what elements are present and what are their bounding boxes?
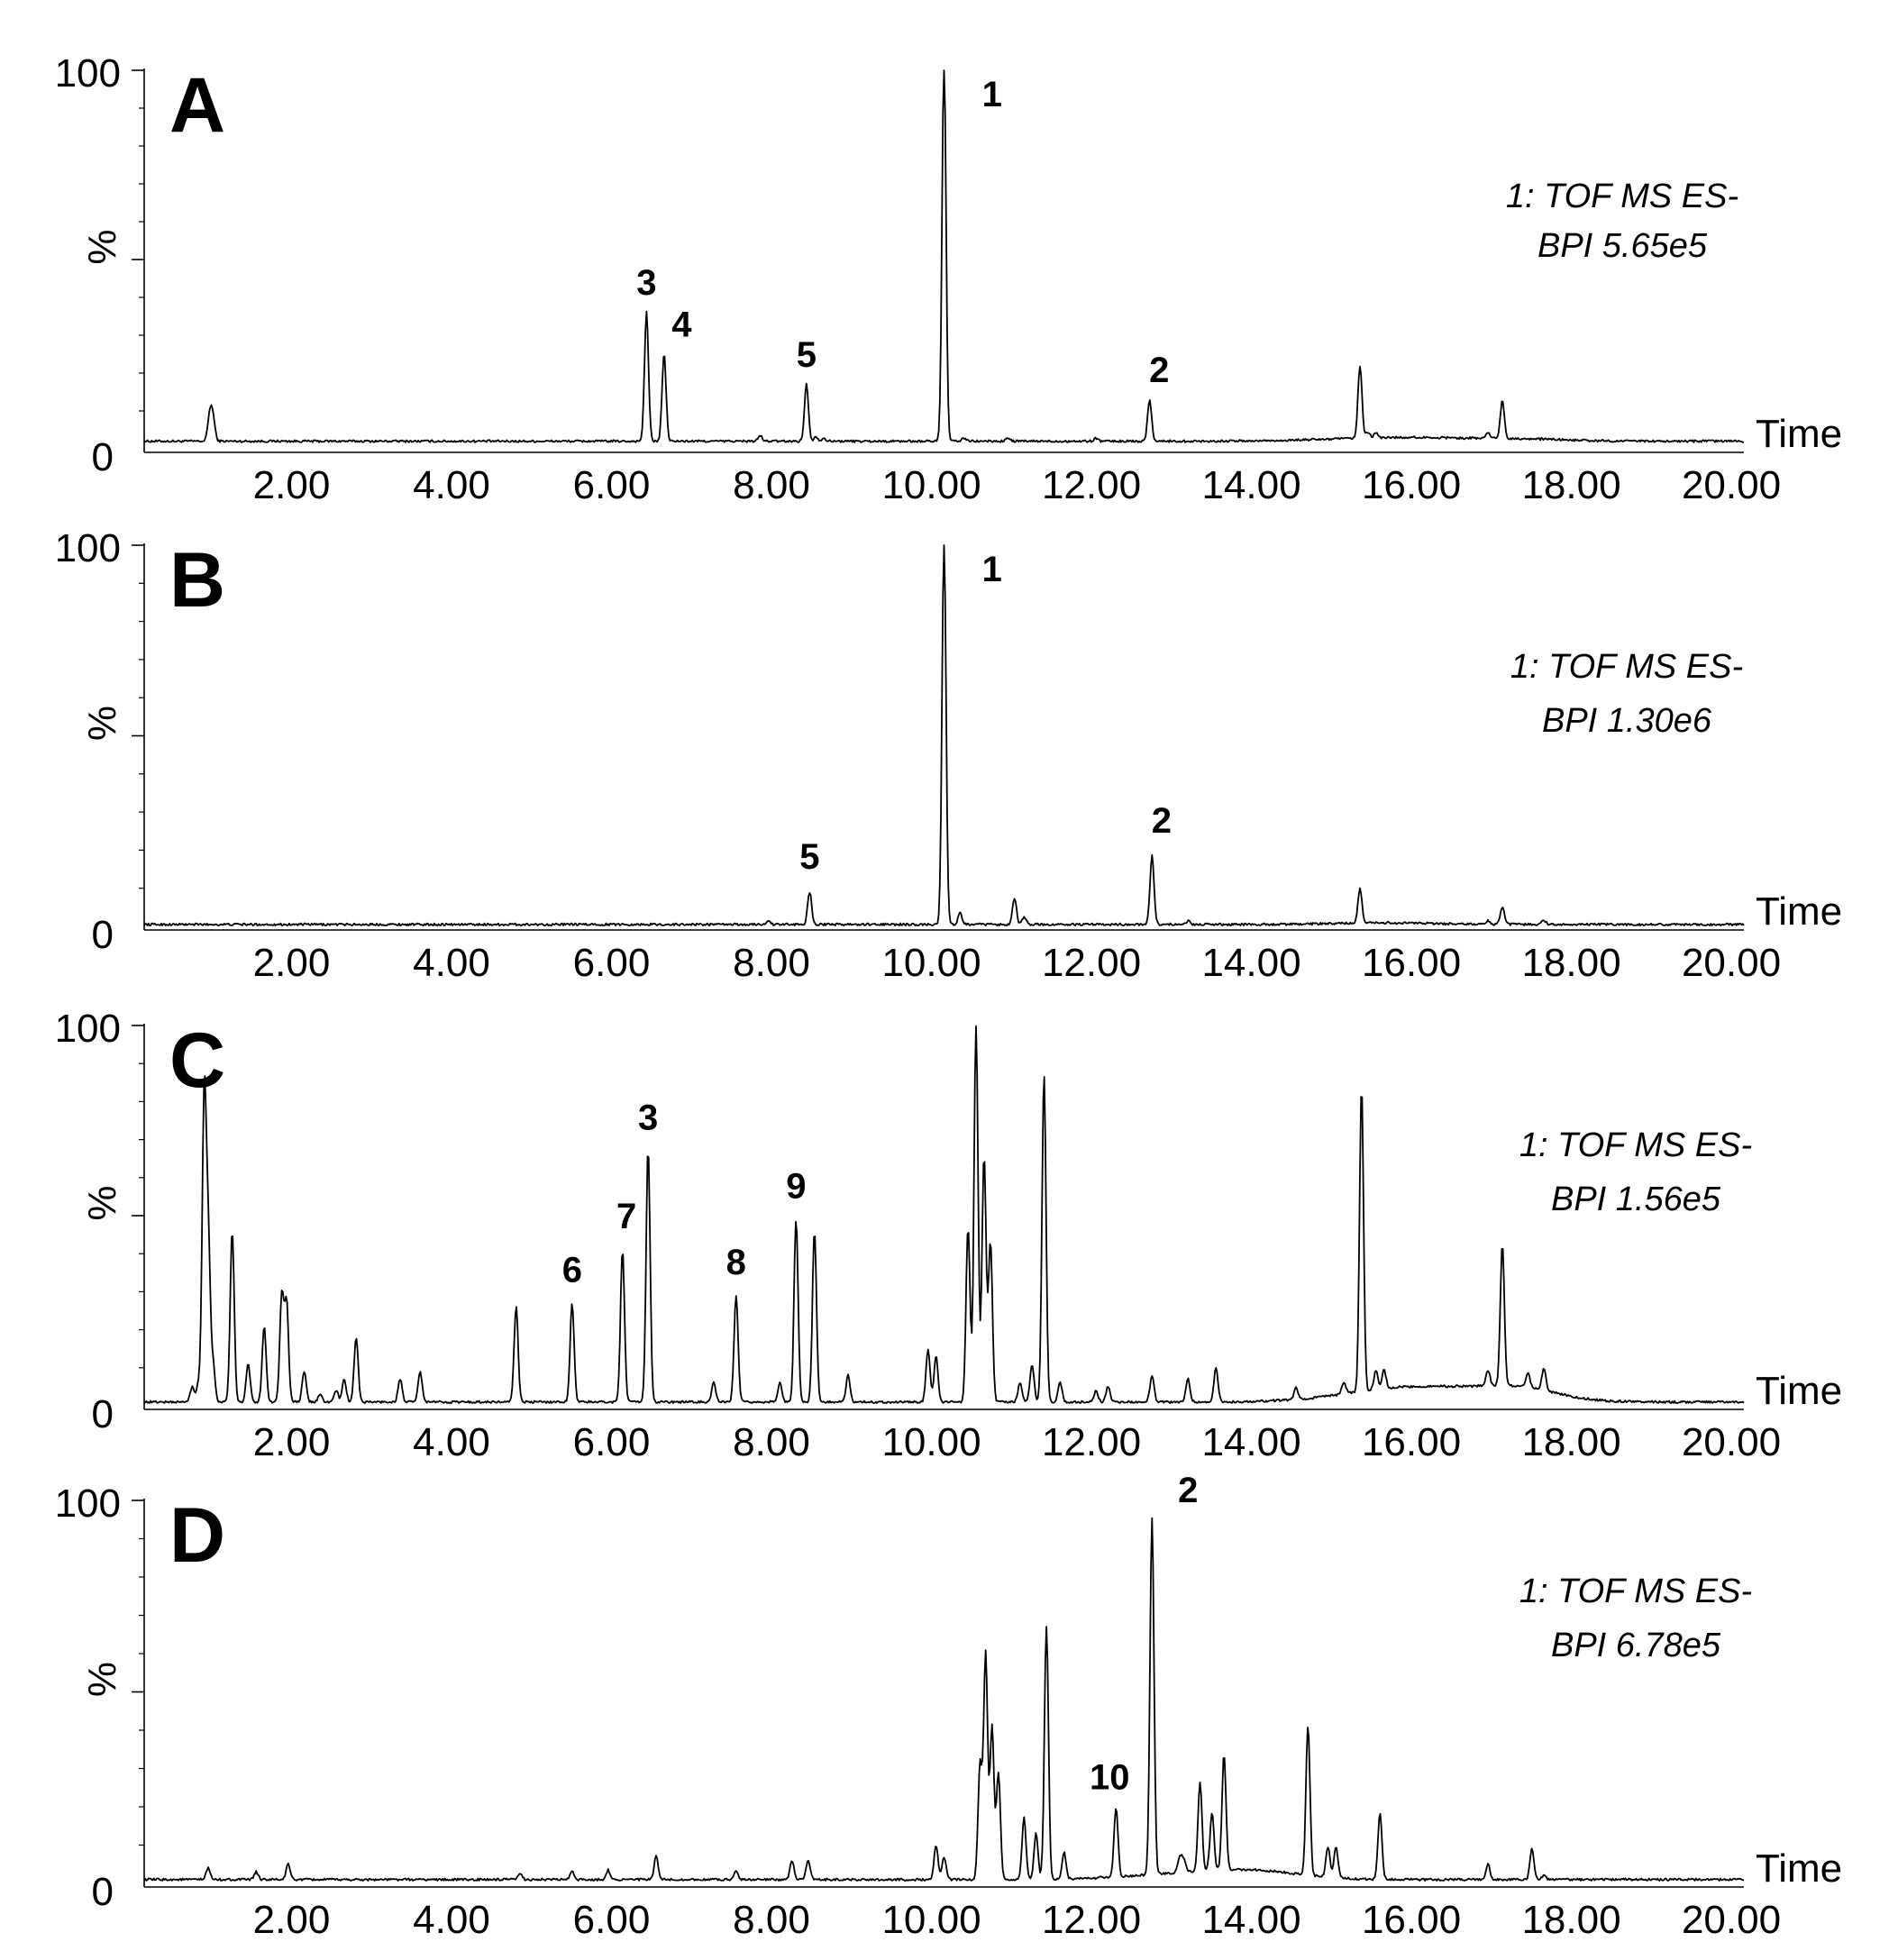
panel-c: 100 0% 2.00 4.00 6.00 8.00 10.00 12.00 14.00 16.0… [55, 1007, 1843, 1464]
peak-label: 1 [982, 75, 1002, 114]
x-tick-label: 8.00 [733, 1898, 810, 1942]
bpi-annotation: BPI 1.56e5 [1551, 1181, 1721, 1218]
x-tick-label: 16.00 [1362, 1420, 1461, 1464]
x-tick-label: 12.00 [1042, 941, 1141, 985]
y-axis-label: % [80, 706, 124, 741]
panel-letter: B [169, 537, 225, 624]
x-tick-label: 12.00 [1042, 1898, 1141, 1942]
x-tick-label: 6.00 [573, 1420, 651, 1464]
x-tick-label: 18.00 [1521, 1898, 1620, 1942]
bpi-annotation: BPI 6.78e5 [1551, 1627, 1721, 1664]
x-tick-label: 6.00 [573, 463, 651, 507]
peak-label: 9 [786, 1166, 806, 1206]
x-tick-label: 12.00 [1042, 463, 1141, 507]
y-tick-label-100: 100 [55, 1481, 121, 1526]
x-tick-label: 8.00 [733, 941, 810, 985]
x-tick-label: 16.00 [1362, 463, 1461, 507]
panel-letter: C [169, 1017, 225, 1104]
x-tick-label: 4.00 [413, 941, 490, 985]
panel-a: 100 0% 2.00 4.00 6.00 8.00 10.00 12.00 14.00 16.0… [55, 51, 1843, 507]
bpi-annotation: BPI 5.65e5 [1538, 227, 1708, 265]
x-tick-label: 6.00 [573, 1898, 651, 1942]
x-tick-label: 20.00 [1682, 1898, 1781, 1942]
x-tick-label: 2.00 [253, 941, 331, 985]
chromatogram-trace [143, 69, 1745, 443]
x-tick-label: 8.00 [733, 463, 810, 507]
x-tick-label: 14.00 [1201, 941, 1300, 985]
x-tick-label: 14.00 [1201, 463, 1300, 507]
x-tick-label: 10.00 [881, 1898, 981, 1942]
x-tick-label: 10.00 [881, 1420, 981, 1464]
panel-letter: A [169, 62, 225, 149]
y-tick-label-100: 100 [55, 526, 121, 570]
peak-label: 6 [562, 1250, 582, 1290]
panel-letter: D [169, 1492, 225, 1579]
y-tick-label-0: 0 [92, 1870, 114, 1914]
instrument-annotation: 1: TOF MS ES- [1519, 1573, 1752, 1610]
x-tick-label: 2.00 [253, 1420, 331, 1464]
peak-label: 10 [1090, 1758, 1130, 1798]
chromatogram-trace [143, 1517, 1745, 1882]
x-tick-label: 16.00 [1362, 1898, 1461, 1942]
peak-label: 2 [1152, 801, 1172, 841]
peak-label: 1 [982, 550, 1002, 589]
peak-label: 7 [616, 1197, 636, 1236]
x-tick-label: 4.00 [413, 463, 490, 507]
x-tick-label: 18.00 [1521, 941, 1620, 985]
instrument-annotation: 1: TOF MS ES- [1519, 1126, 1752, 1164]
x-tick-label: 14.00 [1201, 1420, 1300, 1464]
bpi-annotation: BPI 1.30e6 [1542, 702, 1712, 740]
x-tick-label: 20.00 [1682, 1420, 1781, 1464]
x-tick-label: 12.00 [1042, 1420, 1141, 1464]
x-tick-label: 20.00 [1682, 941, 1781, 985]
x-tick-label: 18.00 [1521, 1420, 1620, 1464]
panel-d: 100 0% 2.00 4.00 6.00 8.00 10.00 12.00 14.00 16.0… [55, 1471, 1843, 1942]
peak-label: 2 [1149, 351, 1169, 390]
x-axis-label-time: Time [1756, 1846, 1842, 1891]
x-tick-label: 10.00 [881, 941, 981, 985]
x-tick-label: 10.00 [881, 463, 981, 507]
x-tick-label: 4.00 [413, 1420, 490, 1464]
x-axis-label-time: Time [1756, 412, 1842, 456]
y-tick-label-0: 0 [92, 1392, 114, 1436]
x-tick-label: 6.00 [573, 941, 651, 985]
panel-b: 100 0% 2.00 4.00 6.00 8.00 10.00 12.00 14.00 16.0… [55, 526, 1843, 985]
y-tick-label-0: 0 [92, 913, 114, 957]
peak-label: 3 [636, 263, 656, 303]
peak-label: 8 [726, 1243, 746, 1282]
chromatogram-trace [143, 544, 1745, 927]
x-tick-label: 14.00 [1201, 1898, 1300, 1942]
y-axis-label: % [80, 229, 124, 264]
peak-label: 5 [797, 335, 817, 375]
peak-label: 3 [638, 1098, 658, 1137]
y-axis-label: % [80, 1185, 124, 1220]
y-axis-label: % [80, 1662, 124, 1697]
x-tick-label: 2.00 [253, 463, 331, 507]
y-tick-label-100: 100 [55, 1007, 121, 1051]
y-tick-label-0: 0 [92, 435, 114, 479]
x-tick-label: 20.00 [1682, 463, 1781, 507]
x-axis-label-time: Time [1756, 1369, 1842, 1413]
peak-label: 2 [1178, 1471, 1198, 1510]
instrument-annotation: 1: TOF MS ES- [1506, 178, 1738, 215]
peak-label: 5 [799, 837, 819, 877]
x-tick-label: 16.00 [1362, 941, 1461, 985]
peak-label: 4 [671, 305, 692, 344]
instrument-annotation: 1: TOF MS ES- [1510, 648, 1743, 686]
x-tick-label: 18.00 [1521, 463, 1620, 507]
y-tick-label-100: 100 [55, 51, 121, 96]
x-tick-label: 8.00 [733, 1420, 810, 1464]
x-axis-label-time: Time [1756, 889, 1842, 934]
x-tick-label: 2.00 [253, 1898, 331, 1942]
x-tick-label: 4.00 [413, 1898, 490, 1942]
chromatogram-trace [143, 1025, 1745, 1404]
